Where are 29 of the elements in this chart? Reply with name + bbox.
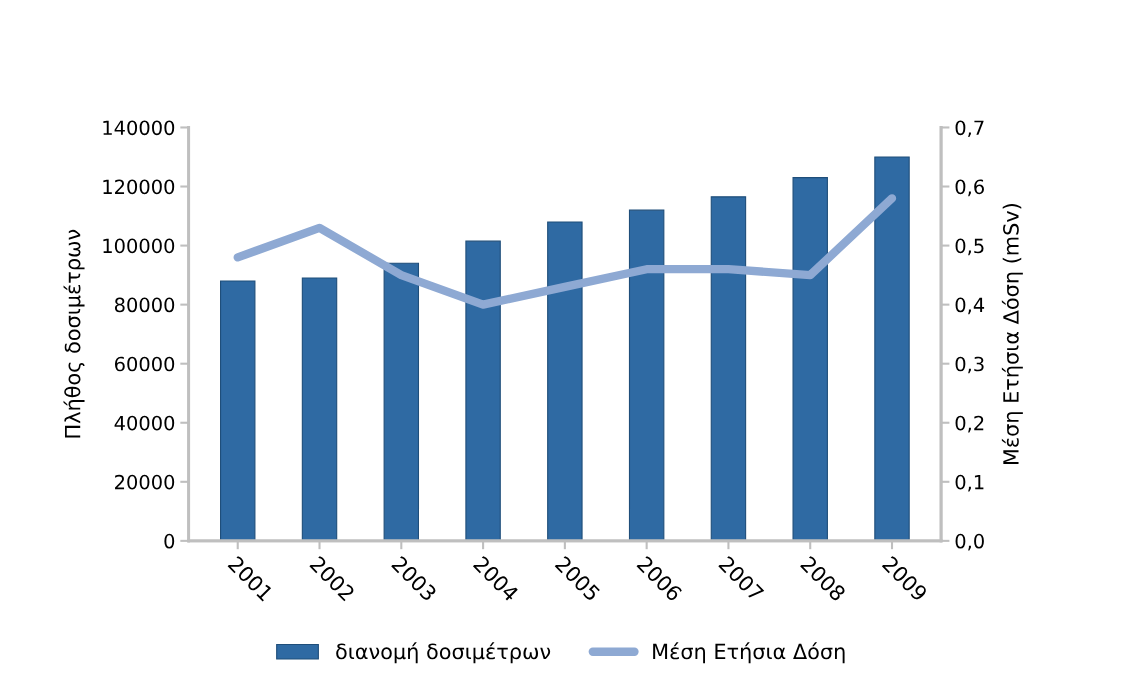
y2-tick-label: 0,3 bbox=[955, 356, 984, 374]
y2-tick-label: 0,6 bbox=[955, 179, 984, 197]
bar bbox=[383, 262, 420, 541]
y2-tick-label: 0,4 bbox=[955, 297, 985, 315]
bar bbox=[220, 280, 256, 541]
y2-axis-title: Μέση Ετήσια Δόση (mSv) bbox=[1001, 204, 1023, 465]
y2-tick-label: 0,1 bbox=[955, 474, 984, 492]
y-tick-label: 60000 bbox=[114, 356, 175, 372]
bar bbox=[465, 240, 501, 541]
legend-label: διανομή δοσιμέτρων bbox=[336, 642, 551, 664]
bar bbox=[628, 209, 665, 541]
y2-tick-label: 0,2 bbox=[955, 415, 984, 433]
bar bbox=[792, 177, 828, 541]
y-tick-label: 140000 bbox=[103, 120, 175, 136]
y-tick-label: 20000 bbox=[115, 474, 175, 490]
bar bbox=[874, 156, 910, 541]
y-tick-label: 100000 bbox=[103, 238, 175, 254]
bar bbox=[710, 196, 747, 541]
y-tick-label: 0 bbox=[164, 533, 175, 549]
legend-label: Μέση Ετήσια Δόση bbox=[653, 642, 845, 664]
bar bbox=[547, 221, 583, 541]
y2-tick-label: 0,0 bbox=[955, 533, 984, 551]
bar bbox=[301, 277, 338, 541]
y-axis-title: Πλήθος δοσιμέτρων bbox=[63, 229, 85, 438]
y-tick-label: 40000 bbox=[114, 415, 175, 431]
y-tick-label: 120000 bbox=[103, 179, 175, 195]
y2-tick-label: 0,5 bbox=[955, 238, 984, 256]
y2-tick-label: 0,7 bbox=[955, 120, 984, 138]
y-tick-label: 80000 bbox=[114, 297, 175, 313]
